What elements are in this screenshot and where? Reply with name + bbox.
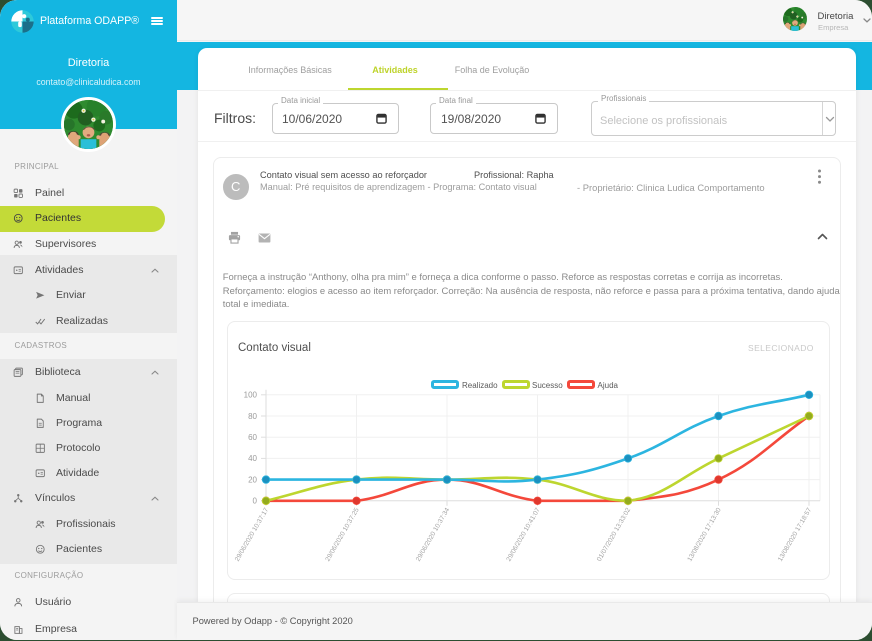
svg-text:0: 0 (253, 496, 258, 505)
svg-text:80: 80 (248, 412, 257, 421)
svg-text:13/08/2020 17:13:30: 13/08/2020 17:13:30 (686, 506, 722, 562)
svg-text:20: 20 (248, 475, 257, 484)
svg-text:29/06/2020 10:41:07: 29/06/2020 10:41:07 (505, 506, 541, 562)
svg-text:60: 60 (248, 433, 257, 442)
svg-text:29/06/2020 10:37:17: 29/06/2020 10:37:17 (234, 506, 270, 562)
svg-text:29/06/2020 10:37:25: 29/06/2020 10:37:25 (324, 506, 360, 562)
svg-text:13/08/2020 17:18:57: 13/08/2020 17:18:57 (777, 506, 813, 562)
svg-text:100: 100 (244, 390, 258, 399)
svg-text:01/07/2020 13:33:02: 01/07/2020 13:33:02 (596, 506, 632, 562)
svg-text:29/06/2020 10:37:34: 29/06/2020 10:37:34 (415, 506, 451, 562)
svg-text:40: 40 (248, 454, 257, 463)
